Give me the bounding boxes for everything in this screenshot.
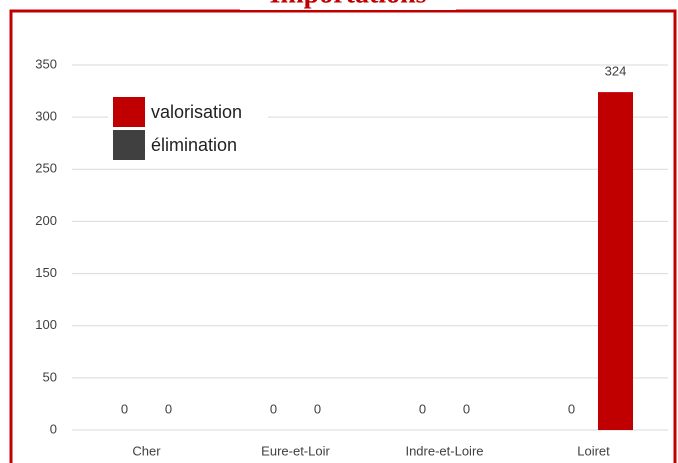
data-label: 0: [568, 401, 575, 416]
data-label: 0: [270, 401, 277, 416]
bar: [598, 92, 633, 430]
title-backdrop: [240, 0, 456, 10]
y-tick-label: 200: [35, 213, 57, 228]
y-tick-label: 350: [35, 56, 57, 71]
legend-swatch: [113, 130, 145, 160]
data-label: 0: [121, 401, 128, 416]
x-tick-label: Indre-et-Loire: [405, 443, 483, 458]
y-tick-label: 50: [43, 369, 57, 384]
x-tick-label: Loiret: [577, 443, 610, 458]
chart-title: Importations: [269, 0, 426, 9]
legend-label: valorisation: [151, 102, 242, 122]
y-tick-label: 300: [35, 109, 57, 124]
data-label: 0: [463, 401, 470, 416]
frame: [9, 9, 677, 463]
data-label: 0: [419, 401, 426, 416]
y-tick-label: 0: [50, 421, 57, 436]
x-tick-label: Eure-et-Loir: [261, 443, 330, 458]
legend-swatch: [113, 97, 145, 127]
y-tick-label: 100: [35, 317, 57, 332]
data-label: 0: [165, 401, 172, 416]
x-tick-label: Cher: [132, 443, 161, 458]
data-label: 324: [605, 64, 627, 79]
y-tick-label: 150: [35, 265, 57, 280]
y-tick-label: 250: [35, 161, 57, 176]
data-label: 0: [314, 401, 321, 416]
legend-label: élimination: [151, 135, 237, 155]
